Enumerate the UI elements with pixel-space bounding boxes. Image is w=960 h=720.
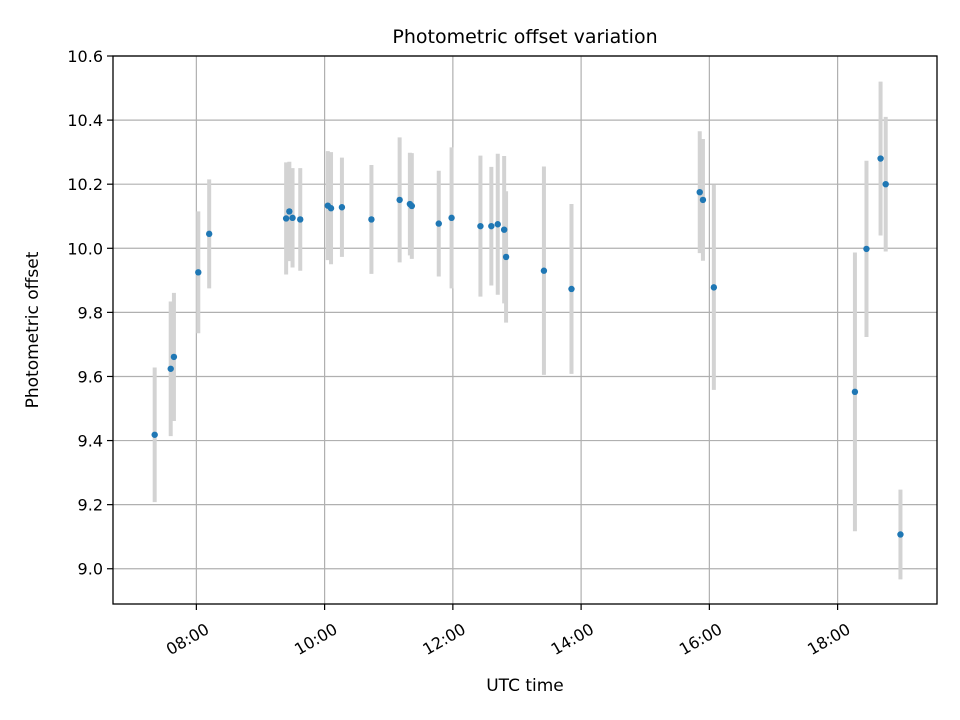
data-point (488, 222, 495, 230)
y-tick-label: 9.4 (78, 432, 103, 451)
data-point (851, 388, 859, 396)
y-tick-label: 9.2 (78, 496, 103, 515)
data-point (435, 220, 442, 227)
x-tick-label: 14:00 (548, 619, 597, 659)
y-tick-label: 10.2 (67, 175, 103, 194)
data-point (494, 221, 501, 228)
x-axis-label: UTC time (486, 676, 564, 696)
y-tick-label: 9.8 (78, 303, 103, 322)
chart-title: Photometric offset variation (392, 26, 657, 48)
data-point (540, 267, 548, 274)
data-point (297, 216, 304, 223)
x-tick-label: 16:00 (676, 619, 725, 659)
data-point (282, 215, 290, 222)
grid-layer (113, 55, 937, 604)
y-axis-label: Photometric offset (23, 251, 43, 408)
data-point (167, 365, 174, 372)
data-point (338, 204, 346, 211)
data-point (289, 214, 296, 222)
data-point (408, 202, 416, 210)
y-tick-label: 10.0 (67, 239, 103, 258)
data-point (696, 188, 703, 196)
data-point (877, 155, 884, 162)
data-point (882, 180, 889, 188)
data-point (368, 216, 375, 223)
y-tick-label: 10.4 (67, 111, 103, 130)
x-tick-label: 12:00 (419, 619, 468, 659)
data-point (568, 285, 575, 293)
y-tick-label: 10.6 (67, 47, 103, 66)
axis-ticks: 08:00 10:00 12:00 14:00 16:00 18:00 9.0 9.2 9.4 9… (67, 47, 853, 659)
data-point (710, 284, 718, 291)
data-point (699, 196, 707, 204)
data-point (502, 253, 510, 261)
data-point (897, 531, 904, 538)
data-point (195, 269, 202, 276)
data-point (500, 226, 508, 233)
data-point (286, 208, 293, 215)
data-point (477, 222, 484, 230)
y-tick-label: 9.0 (78, 560, 103, 579)
data-point (863, 245, 870, 253)
data-point (151, 431, 158, 438)
x-tick-label: 10:00 (291, 619, 340, 659)
data-point (396, 196, 403, 204)
data-points (151, 155, 904, 538)
data-point (327, 205, 335, 212)
data-point (170, 353, 178, 361)
y-tick-label: 9.6 (78, 367, 103, 386)
x-tick-label: 08:00 (163, 619, 212, 659)
data-point (205, 230, 213, 238)
data-point (448, 214, 455, 222)
plot-frame (112, 55, 938, 605)
x-tick-label: 18:00 (804, 619, 853, 659)
